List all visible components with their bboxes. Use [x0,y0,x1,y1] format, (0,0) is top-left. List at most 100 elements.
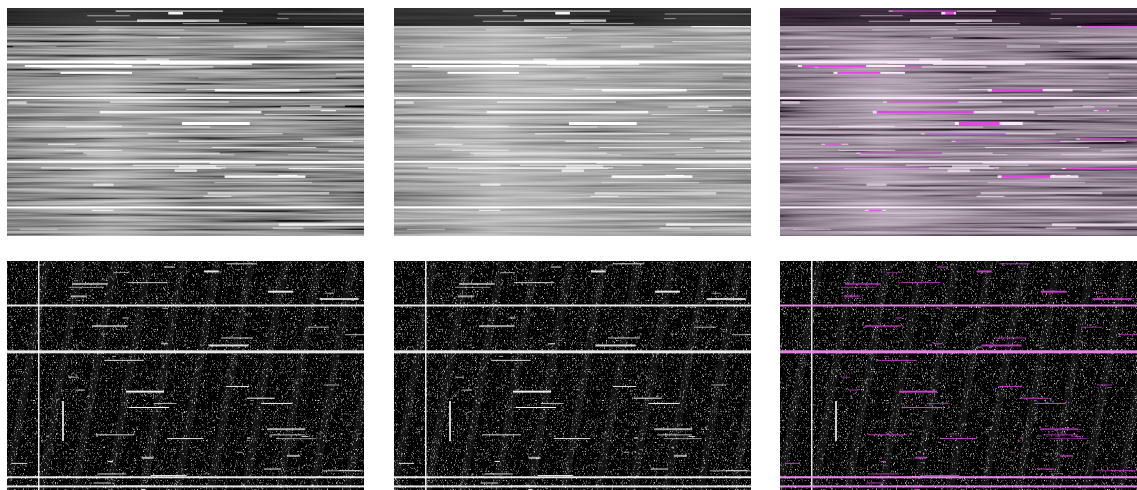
streak [459,283,495,285]
streak [154,403,177,404]
streak [634,437,638,439]
streak [452,150,509,151]
streak [92,210,114,211]
streak [97,473,125,474]
streak [175,169,197,172]
streak [665,13,777,14]
streak [937,267,947,268]
streak [237,452,243,453]
streak [497,102,616,103]
streak [480,482,498,483]
streak [87,154,234,155]
streak [399,463,414,464]
streak [785,463,800,464]
streak [613,263,644,264]
streak [708,110,723,111]
streak [68,377,77,378]
streak [112,356,116,357]
vertical-spike [62,401,64,441]
streak [711,384,726,385]
streak [500,272,515,273]
streak [634,398,662,399]
streak [495,461,500,462]
streak [108,461,113,462]
streak [1097,384,1112,385]
streak [148,133,283,134]
streak [899,391,937,393]
streak [329,150,385,151]
streak [652,114,778,115]
streak [1049,438,1087,439]
streak [602,89,687,92]
streak [281,107,322,108]
streak [396,101,414,104]
streak [7,305,364,307]
streak [870,473,898,474]
streak [221,337,253,338]
streak [133,165,256,166]
streak [7,350,364,353]
streak [458,295,474,297]
figure [0,0,1137,490]
streak [212,147,316,148]
streak [448,72,519,74]
streak [535,133,670,134]
streak [548,343,555,344]
streak [881,461,886,462]
streak [455,287,490,288]
streak [7,60,364,63]
streak [474,154,621,155]
streak [87,15,129,16]
streak [287,455,300,457]
streak [695,327,716,328]
streak [624,452,630,453]
streak [657,434,692,435]
streak [545,37,567,38]
streak [7,476,364,478]
streak [1040,428,1078,430]
streak [554,438,590,439]
streak [321,110,336,111]
streak [716,150,772,151]
streak [901,282,941,283]
streak [126,391,164,393]
streak [394,97,751,99]
streak [412,65,519,67]
streak [570,23,634,24]
streak [288,154,377,155]
image-panel [7,261,421,490]
streak [844,295,860,297]
streak [208,192,330,195]
streak [529,457,541,459]
streak [660,228,691,229]
streak [204,196,232,197]
streak [1093,298,1132,300]
streak [179,141,354,142]
vertical-line [425,261,427,490]
streak [591,196,619,197]
streak [666,223,787,226]
streak [453,127,597,128]
streak [924,475,960,476]
streak [470,153,606,154]
streak [1118,334,1137,335]
streak [710,470,751,471]
streak [648,403,679,404]
streak [487,111,648,114]
vertical-line [811,261,813,490]
streak [96,434,135,435]
streak [167,438,203,439]
streak [279,223,400,226]
streak [484,473,512,474]
streak [214,182,312,183]
streak [869,434,908,435]
streak [400,46,443,47]
streak [841,377,850,378]
streak [927,403,950,404]
streak [7,161,364,163]
streak [122,317,128,318]
streak [394,60,751,63]
streak [320,298,359,300]
streak [562,169,584,172]
streak [999,386,1022,387]
